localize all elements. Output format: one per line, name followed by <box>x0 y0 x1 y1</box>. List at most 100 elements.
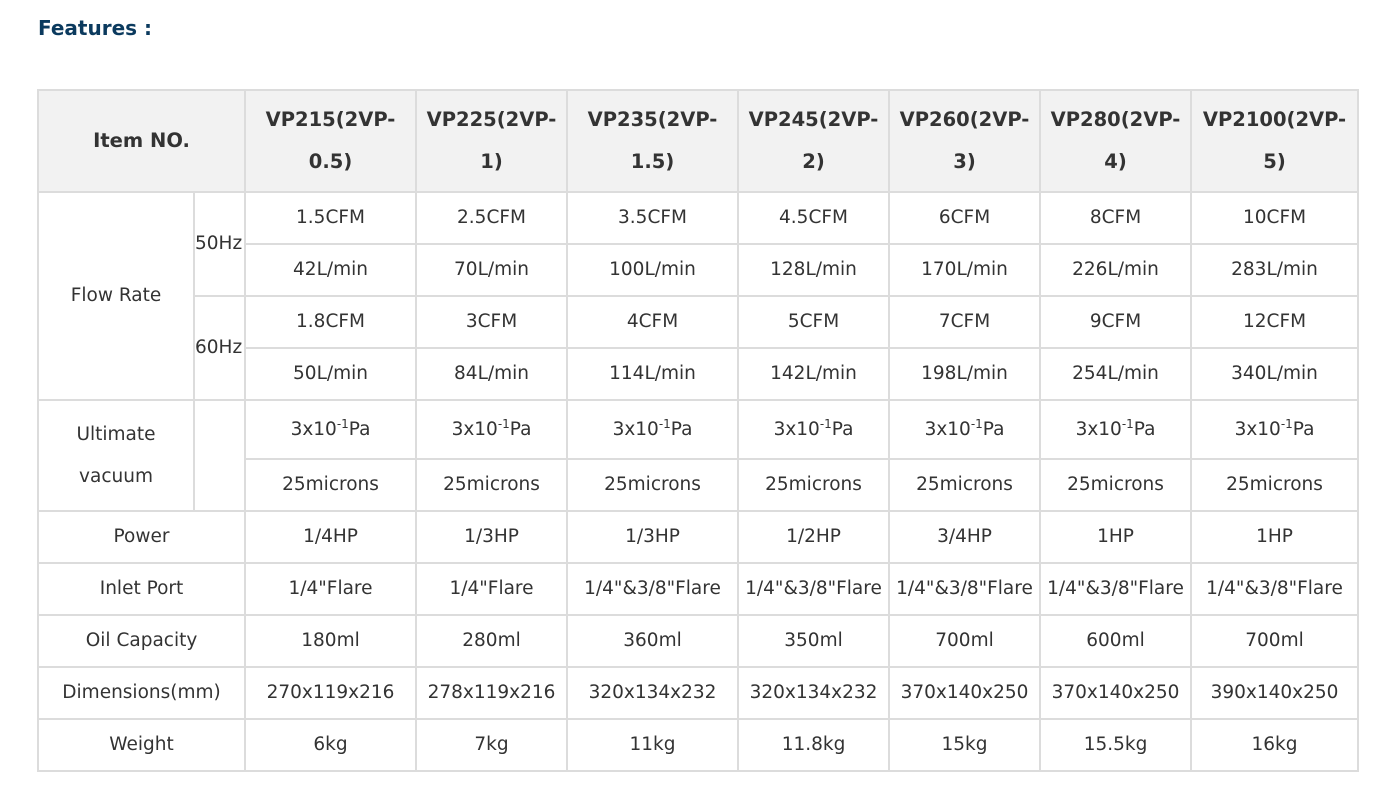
row-label: Weight <box>36 718 247 772</box>
table-cell: 1/4"&3/8"Flare <box>1039 562 1193 616</box>
table-cell: 3.5CFM <box>566 191 740 245</box>
table-cell: 11.8kg <box>737 718 891 772</box>
table-cell: 25microns <box>737 458 891 512</box>
table-cell: 11kg <box>566 718 740 772</box>
table-row: Ultimate vacuum 3x10-1Pa 3x10-1Pa 3x10-1Pa 3… <box>37 399 1360 512</box>
table-cell: 3x10-1Pa <box>415 399 569 460</box>
table-cell: 25microns <box>566 458 740 512</box>
table-cell: 3x10-1Pa <box>1039 399 1193 460</box>
table-cell: 1/2HP <box>737 510 891 564</box>
table-cell: 278x119x216 <box>415 666 569 720</box>
pressure-base: 3x10 <box>773 418 820 440</box>
table-cell: 320x134x232 <box>566 666 740 720</box>
table-cell: 16kg <box>1190 718 1360 772</box>
table-cell: 1/4"&3/8"Flare <box>737 562 891 616</box>
table-cell: 2.5CFM <box>415 191 569 245</box>
table-cell: 10CFM <box>1190 191 1360 245</box>
table-cell: 25microns <box>1039 458 1193 512</box>
table-cell: 1/4"Flare <box>244 562 418 616</box>
header-model: VP280(2VP-4) <box>1039 89 1193 193</box>
pressure-exponent: -1 <box>336 416 349 431</box>
table-cell: 1/4HP <box>244 510 418 564</box>
table-cell: 5CFM <box>737 295 891 349</box>
table-cell: 114L/min <box>566 347 740 401</box>
table-cell: 198L/min <box>888 347 1042 401</box>
pressure-base: 3x10 <box>924 418 971 440</box>
pressure-base: 3x10 <box>451 418 498 440</box>
row-label: Inlet Port <box>36 562 247 616</box>
table-cell: 1/4"&3/8"Flare <box>566 562 740 616</box>
table-cell: 226L/min <box>1039 243 1193 297</box>
pressure-exponent: -1 <box>658 416 671 431</box>
table-row: Weight 6kg 7kg 11kg 11.8kg 15kg 15.5kg 16kg <box>36 718 1360 772</box>
row-label: Power <box>36 510 247 564</box>
table-row: Flow Rate 50Hz 1.5CFM 2.5CFM 3.5CFM 4.5CFM 6CF… <box>37 191 1360 401</box>
table-cell: 1.5CFM <box>244 191 418 245</box>
row-label: Oil Capacity <box>36 614 247 668</box>
pressure-unit: Pa <box>982 418 1005 440</box>
table-cell: 7CFM <box>888 295 1042 349</box>
table-row: Oil Capacity 180ml 280ml 360ml 350ml 700ml 600… <box>36 614 1360 668</box>
pressure-base: 3x10 <box>1234 418 1281 440</box>
table-row: 50L/min 84L/min 114L/min 142L/min 198L/min 25… <box>38 347 1360 401</box>
table-cell: 1/4"Flare <box>415 562 569 616</box>
table-row: 25microns 25microns 25microns 25microns 25mi… <box>38 458 1360 512</box>
pressure-exponent: -1 <box>1121 416 1134 431</box>
header-model: VP245(2VP-2) <box>737 89 891 193</box>
table-cell: 3/4HP <box>888 510 1042 564</box>
table-cell: 3x10-1Pa <box>737 399 891 460</box>
table-cell: 3x10-1Pa <box>888 399 1042 460</box>
table-cell: 1/4"&3/8"Flare <box>1190 562 1360 616</box>
pressure-exponent: -1 <box>970 416 983 431</box>
table-cell: 1.8CFM <box>244 295 418 349</box>
row-label-ultimate-vacuum: Ultimate vacuum <box>37 399 195 512</box>
table-cell: 6kg <box>244 718 418 772</box>
table-row: Dimensions(mm) 270x119x216 278x119x216 320x… <box>36 666 1360 720</box>
table-cell: 84L/min <box>415 347 569 401</box>
pressure-base: 3x10 <box>290 418 337 440</box>
table-cell: 340L/min <box>1190 347 1360 401</box>
table-cell: 142L/min <box>737 347 891 401</box>
pressure-base: 3x10 <box>1075 418 1122 440</box>
table-cell: 3x10-1Pa <box>244 399 418 460</box>
table-cell: 100L/min <box>566 243 740 297</box>
table-cell: 9CFM <box>1039 295 1193 349</box>
table-cell: 4CFM <box>566 295 740 349</box>
pressure-unit: Pa <box>1292 418 1315 440</box>
table-cell: 280ml <box>415 614 569 668</box>
table-cell: 370x140x250 <box>1039 666 1193 720</box>
table-cell: 1/4"&3/8"Flare <box>888 562 1042 616</box>
table-cell: 25microns <box>415 458 569 512</box>
table-cell: 25microns <box>1190 458 1360 512</box>
header-model: VP2100(2VP-5) <box>1190 89 1360 193</box>
table-cell: 170L/min <box>888 243 1042 297</box>
table-cell: 3x10-1Pa <box>566 399 740 460</box>
empty-cell <box>192 399 247 512</box>
spec-table: Item NO. VP215(2VP-0.5) VP225(2VP-1) VP235(… <box>36 89 1360 772</box>
pressure-unit: Pa <box>509 418 532 440</box>
row-label: Dimensions(mm) <box>36 666 247 720</box>
header-model: VP260(2VP-3) <box>888 89 1042 193</box>
table-cell: 270x119x216 <box>244 666 418 720</box>
table-cell: 4.5CFM <box>737 191 891 245</box>
table-cell: 600ml <box>1039 614 1193 668</box>
pressure-exponent: -1 <box>819 416 832 431</box>
pressure-unit: Pa <box>831 418 854 440</box>
pressure-unit: Pa <box>1133 418 1156 440</box>
table-cell: 8CFM <box>1039 191 1193 245</box>
table-cell: 70L/min <box>415 243 569 297</box>
frequency-label: 60Hz <box>192 295 247 401</box>
table-cell: 1/3HP <box>566 510 740 564</box>
table-cell: 700ml <box>1190 614 1360 668</box>
header-model: VP235(2VP-1.5) <box>566 89 740 193</box>
pressure-exponent: -1 <box>497 416 510 431</box>
table-cell: 1HP <box>1190 510 1360 564</box>
table-row: 42L/min 70L/min 100L/min 128L/min 170L/min 22… <box>38 243 1360 297</box>
table-row: Inlet Port 1/4"Flare 1/4"Flare 1/4"&3/8"Fla… <box>36 562 1360 616</box>
pressure-exponent: -1 <box>1280 416 1293 431</box>
header-model: VP225(2VP-1) <box>415 89 569 193</box>
table-cell: 320x134x232 <box>737 666 891 720</box>
table-cell: 254L/min <box>1039 347 1193 401</box>
table-cell: 350ml <box>737 614 891 668</box>
pressure-unit: Pa <box>348 418 371 440</box>
